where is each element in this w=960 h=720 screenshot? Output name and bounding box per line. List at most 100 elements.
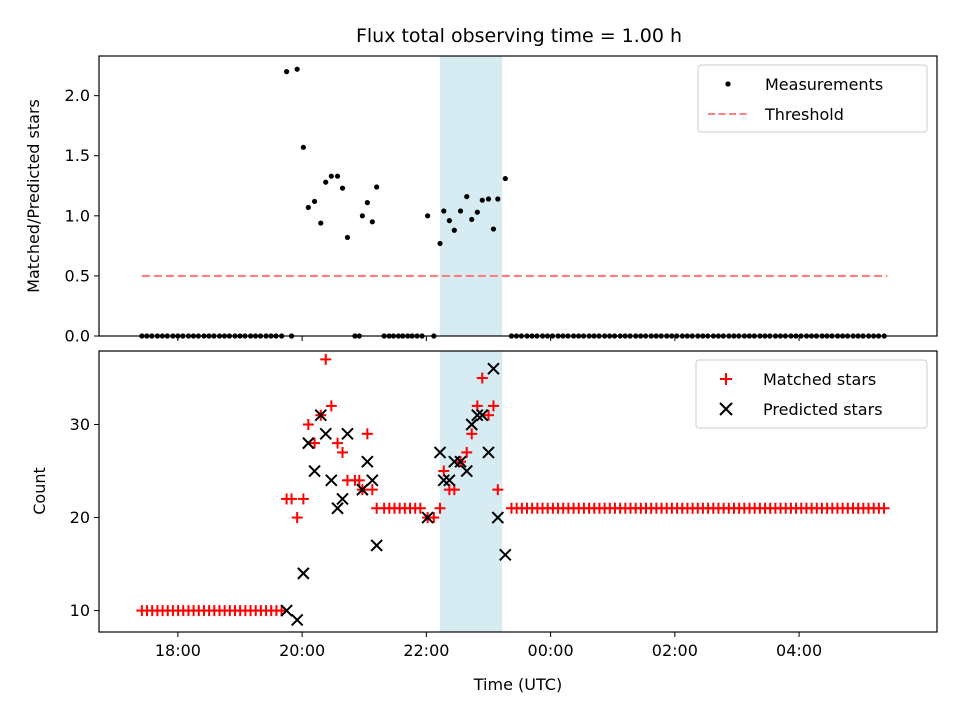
predicted-star-stroke bbox=[491, 511, 505, 524]
predicted-star-stroke bbox=[336, 492, 349, 506]
top-y-tick-label: 0.0 bbox=[65, 327, 90, 346]
predicted-star-point bbox=[454, 455, 467, 468]
predicted-star-stroke bbox=[370, 539, 383, 552]
matched-star-point bbox=[482, 409, 494, 421]
predicted-star-point bbox=[460, 464, 473, 478]
matched-star-point bbox=[438, 465, 450, 477]
predicted-star-stroke bbox=[437, 474, 450, 487]
matched-star-points bbox=[136, 353, 890, 617]
matched-star-point bbox=[286, 493, 298, 505]
measurement-point bbox=[300, 144, 306, 150]
predicted-star-stroke bbox=[465, 418, 478, 431]
measurement-point bbox=[305, 204, 311, 211]
top-y-ticks: 0.0 0.5 1.0 1.5 2.0 bbox=[65, 86, 99, 346]
predicted-star-stroke bbox=[331, 502, 344, 515]
measurement-point bbox=[339, 185, 346, 191]
matched-star-point bbox=[461, 446, 473, 458]
predicted-star-stroke bbox=[499, 548, 512, 561]
matched-star-point bbox=[492, 484, 504, 496]
predicted-star-point bbox=[280, 604, 293, 617]
x-tick-label: 04:00 bbox=[776, 641, 822, 660]
measurement-point bbox=[495, 196, 501, 202]
predicted-star-point bbox=[361, 455, 374, 468]
predicted-star-stroke bbox=[433, 446, 447, 459]
bottom-legend: Matched stars Predicted stars bbox=[695, 359, 928, 429]
bottom-x-ticks: 18:00 20:00 22:00 00:00 02:00 04:00 bbox=[155, 632, 822, 660]
predicted-star-stroke bbox=[366, 474, 379, 487]
matched-star-point bbox=[309, 437, 321, 449]
matched-star-point bbox=[466, 428, 478, 440]
measurement-point bbox=[359, 213, 365, 219]
predicted-star-point bbox=[341, 427, 354, 441]
bottom-y-tick-label: 20 bbox=[70, 508, 90, 527]
legend-measurement-marker bbox=[725, 81, 731, 87]
predicted-star-stroke bbox=[280, 604, 293, 617]
measurement-point bbox=[364, 200, 370, 206]
predicted-star-points bbox=[280, 362, 512, 627]
chart-title: Flux total observing time = 1.00 h bbox=[356, 25, 682, 47]
x-tick-label: 18:00 bbox=[155, 641, 201, 660]
matched-star-point bbox=[487, 400, 499, 412]
matched-star-point bbox=[353, 474, 365, 486]
predicted-star-point bbox=[476, 408, 489, 422]
predicted-star-point bbox=[437, 474, 450, 487]
matched-star-point bbox=[414, 502, 426, 514]
predicted-star-stroke bbox=[476, 408, 489, 422]
top-panel: 0.00.51.01.52.0 Matched/Predicted stars … bbox=[24, 55, 938, 346]
predicted-star-stroke bbox=[460, 464, 473, 478]
matched-star-point bbox=[476, 372, 488, 384]
legend-threshold-label: Threshold bbox=[764, 105, 844, 124]
predicted-star-point bbox=[356, 483, 369, 496]
measurement-point bbox=[490, 226, 497, 232]
x-tick-label: 00:00 bbox=[528, 641, 574, 660]
bottom-y-tick-label: 10 bbox=[70, 601, 90, 620]
predicted-star-point bbox=[482, 446, 495, 459]
predicted-star-point bbox=[370, 539, 383, 552]
predicted-star-point bbox=[443, 474, 456, 487]
predicted-star-point bbox=[336, 492, 349, 506]
measurement-point bbox=[502, 175, 508, 182]
measurement-point bbox=[474, 209, 480, 215]
matched-star-point bbox=[320, 353, 332, 365]
matched-star-point bbox=[361, 428, 373, 440]
predicted-star-point bbox=[421, 511, 434, 524]
matched-star-point bbox=[371, 502, 383, 514]
measurement-point bbox=[294, 66, 300, 72]
measurement-point bbox=[441, 208, 447, 214]
measurement-point bbox=[485, 196, 492, 202]
measurement-point bbox=[437, 240, 443, 247]
predicted-star-point bbox=[465, 418, 478, 431]
bottom-panel: 10 20 30 18:00 20:00 22:00 00:00 02:00 04:00 Co… bbox=[30, 350, 938, 694]
legend-predicted-marker bbox=[719, 402, 733, 416]
legend-predicted-label: Predicted stars bbox=[763, 400, 883, 419]
predicted-star-point bbox=[491, 511, 505, 524]
bottom-axes-frame bbox=[98, 350, 938, 633]
predicted-star-point bbox=[366, 474, 379, 487]
predicted-star-stroke bbox=[308, 464, 321, 478]
measurement-point bbox=[318, 220, 324, 226]
measurement-point bbox=[457, 208, 464, 214]
predicted-star-point bbox=[314, 408, 327, 422]
matched-star-point bbox=[291, 512, 303, 524]
top-legend-box bbox=[697, 64, 928, 133]
measurement-point bbox=[451, 227, 457, 233]
legend-measurements-label: Measurements bbox=[765, 75, 883, 94]
measurement-point bbox=[344, 234, 351, 241]
measurement-point bbox=[469, 216, 475, 223]
predicted-star-stroke bbox=[443, 474, 456, 487]
predicted-star-point bbox=[290, 613, 304, 627]
predicted-star-point bbox=[319, 427, 332, 441]
x-tick-label: 20:00 bbox=[279, 641, 325, 660]
bottom-y-tick-label: 30 bbox=[70, 415, 90, 434]
predicted-star-stroke bbox=[421, 511, 434, 524]
top-y-axis-label: Matched/Predicted stars bbox=[24, 99, 43, 293]
top-legend: Measurements Threshold bbox=[697, 64, 928, 133]
top-y-tick-label: 0.5 bbox=[65, 266, 90, 285]
measurement-point bbox=[425, 213, 431, 219]
predicted-star-stroke bbox=[341, 427, 354, 441]
measurement-point bbox=[284, 69, 290, 75]
matched-star-point bbox=[428, 512, 440, 524]
predicted-star-point bbox=[487, 362, 500, 375]
predicted-star-point bbox=[308, 464, 321, 478]
